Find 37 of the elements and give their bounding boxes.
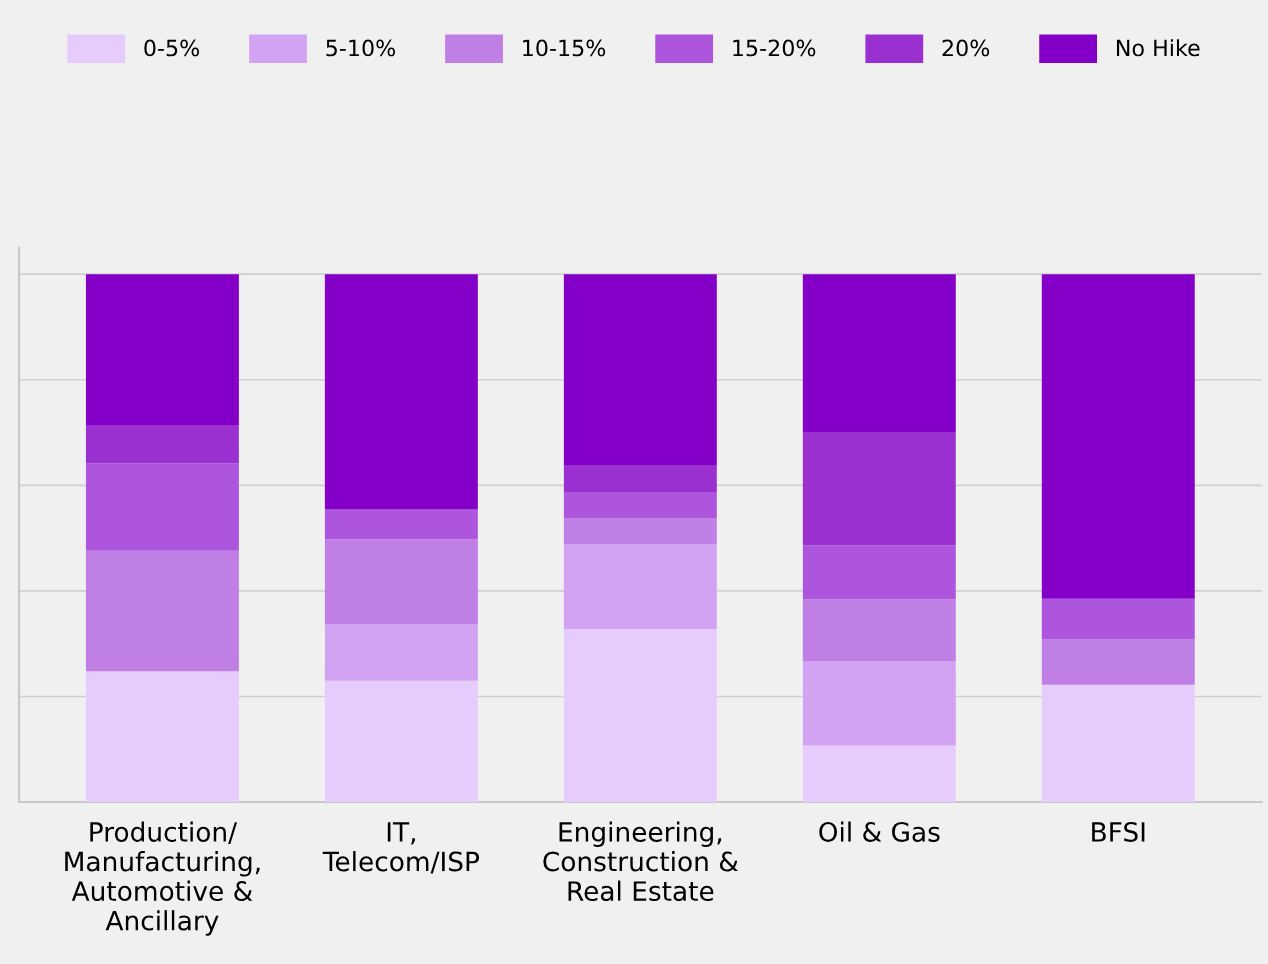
x-tick-label: Engineering, Construction & Real Estate bbox=[543, 821, 739, 902]
bar bbox=[324, 539, 478, 625]
x-tick-label: Oil & Gas bbox=[819, 821, 940, 842]
bar bbox=[563, 465, 717, 493]
bar bbox=[563, 628, 717, 803]
bar bbox=[85, 463, 239, 551]
bar bbox=[802, 661, 956, 746]
bar bbox=[802, 745, 956, 803]
bar bbox=[802, 274, 956, 432]
bar bbox=[563, 492, 717, 519]
bar bbox=[1041, 639, 1195, 685]
bar bbox=[563, 518, 717, 545]
bar bbox=[85, 425, 239, 464]
bar bbox=[1041, 684, 1195, 803]
bar bbox=[85, 274, 239, 426]
x-tick-label: Production/ Manufacturing, Automotive & Ancillary bbox=[65, 821, 260, 936]
bar bbox=[1041, 598, 1195, 640]
legend-label: 15-20% bbox=[733, 39, 816, 57]
bar bbox=[563, 544, 717, 629]
bar bbox=[802, 431, 956, 546]
legend-label: 5-10% bbox=[326, 39, 396, 57]
legend-label: 0-5% bbox=[144, 39, 200, 57]
legend-label: No Hike bbox=[1116, 39, 1200, 57]
legend-label: 10-15% bbox=[523, 39, 606, 57]
bar bbox=[1041, 274, 1195, 599]
bar bbox=[85, 671, 239, 803]
bar bbox=[324, 274, 478, 510]
bar bbox=[324, 624, 478, 681]
bar bbox=[85, 550, 239, 672]
x-tick-label: BFSI bbox=[1092, 821, 1145, 842]
bar bbox=[324, 680, 478, 803]
x-tick-label: IT, Telecom/ISP bbox=[322, 822, 480, 874]
bar bbox=[802, 545, 956, 600]
bar bbox=[802, 599, 956, 662]
bar bbox=[324, 509, 478, 540]
legend-label: 20% bbox=[942, 39, 990, 57]
bar bbox=[563, 274, 717, 466]
